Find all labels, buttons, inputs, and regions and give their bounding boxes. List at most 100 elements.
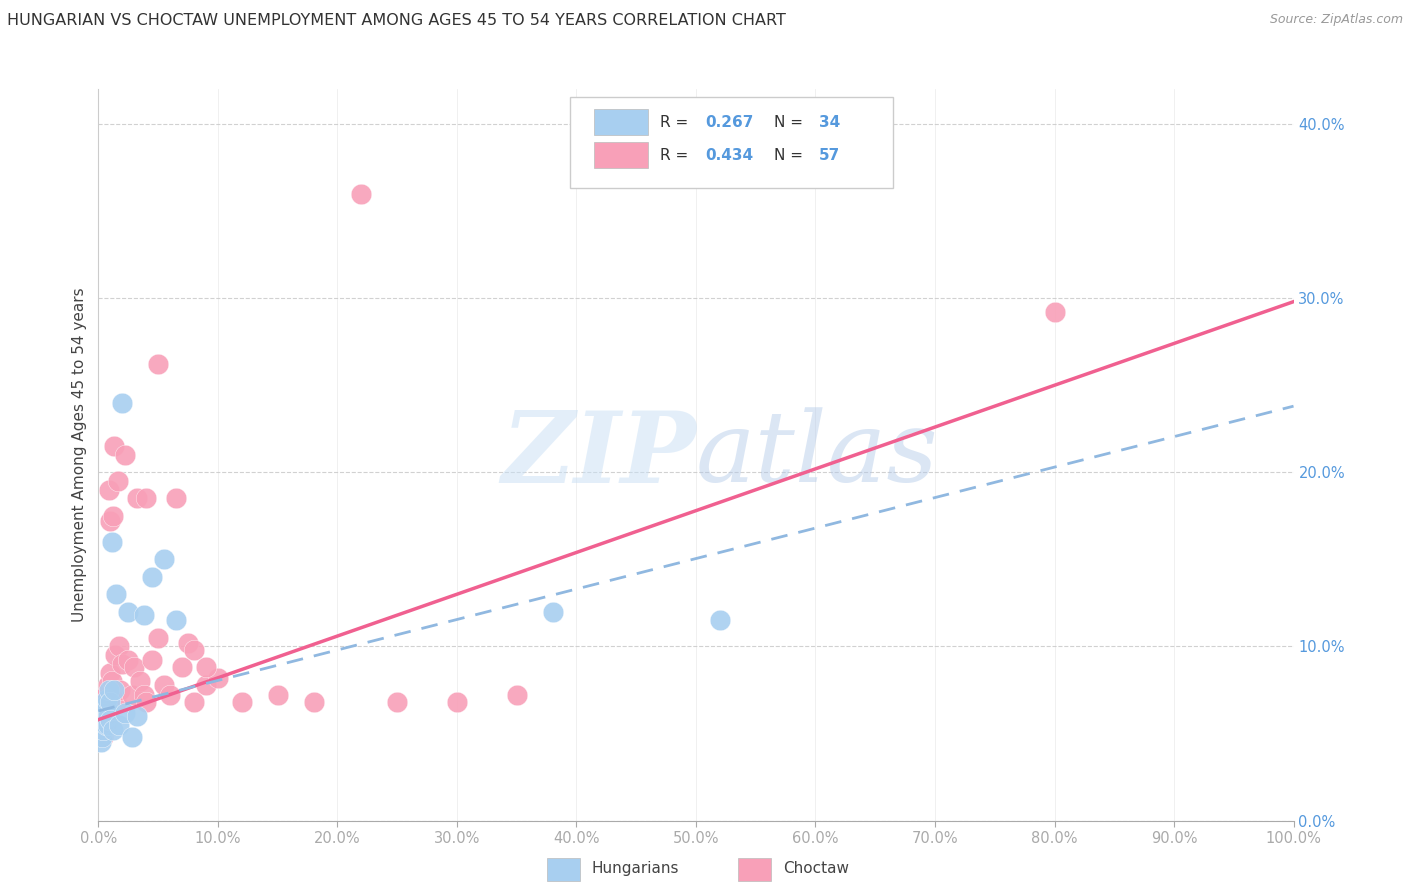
Point [183, 643, 205, 657]
Point [165, 491, 187, 506]
Point [90, 700, 112, 714]
Point [93, 716, 115, 731]
Point [177, 636, 200, 650]
Text: 34: 34 [820, 114, 841, 129]
Point [141, 653, 163, 667]
Point [91, 718, 114, 732]
Text: ZIP: ZIP [501, 407, 696, 503]
Point [96, 691, 118, 706]
Point [1043, 305, 1066, 319]
Point [121, 688, 143, 702]
Point [104, 648, 127, 663]
Text: 0.267: 0.267 [706, 114, 754, 129]
Point [153, 552, 176, 566]
Point [89, 709, 111, 723]
Point [107, 640, 129, 654]
Point [148, 357, 170, 371]
Point [97, 695, 120, 709]
Y-axis label: Unemployment Among Ages 45 to 54 years: Unemployment Among Ages 45 to 54 years [72, 287, 87, 623]
Point [117, 605, 139, 619]
Text: 57: 57 [820, 147, 841, 162]
Point [183, 695, 205, 709]
Point [101, 508, 124, 523]
FancyBboxPatch shape [595, 109, 648, 136]
Point [111, 395, 134, 409]
Point [117, 653, 139, 667]
Point [446, 695, 468, 709]
Point [98, 683, 121, 698]
Point [91, 730, 114, 744]
Text: N =: N = [773, 114, 807, 129]
Text: R =: R = [661, 114, 693, 129]
Point [385, 695, 409, 709]
Point [159, 688, 181, 702]
Point [90, 718, 112, 732]
Point [165, 613, 187, 627]
Point [132, 688, 155, 702]
Point [103, 439, 125, 453]
Point [709, 613, 731, 627]
Point [107, 474, 129, 488]
Point [101, 723, 124, 737]
Point [129, 674, 152, 689]
Point [105, 695, 128, 709]
Point [107, 718, 129, 732]
Point [125, 709, 148, 723]
Point [194, 660, 218, 674]
FancyBboxPatch shape [595, 142, 648, 169]
Text: HUNGARIAN VS CHOCTAW UNEMPLOYMENT AMONG AGES 45 TO 54 YEARS CORRELATION CHART: HUNGARIAN VS CHOCTAW UNEMPLOYMENT AMONG … [7, 13, 786, 29]
Point [97, 718, 120, 732]
Point [148, 631, 170, 645]
Point [100, 674, 122, 689]
Point [90, 735, 112, 749]
Point [98, 695, 122, 709]
Point [93, 698, 115, 713]
Point [114, 706, 136, 720]
Point [91, 691, 114, 706]
Point [91, 723, 114, 737]
Point [141, 570, 163, 584]
Point [135, 491, 157, 506]
Point [153, 678, 176, 692]
Point [194, 678, 218, 692]
Point [98, 483, 121, 497]
Point [121, 730, 143, 744]
Point [350, 186, 373, 201]
Text: Hungarians: Hungarians [592, 861, 679, 876]
Point [96, 706, 118, 720]
Point [93, 718, 115, 732]
Text: 0.434: 0.434 [706, 147, 754, 162]
Point [97, 709, 120, 723]
Point [125, 491, 148, 506]
Point [89, 726, 111, 740]
Point [231, 695, 253, 709]
FancyBboxPatch shape [547, 858, 581, 881]
Point [93, 700, 115, 714]
Point [541, 605, 564, 619]
Point [94, 713, 117, 727]
Text: N =: N = [773, 147, 807, 162]
Point [94, 709, 117, 723]
Point [132, 608, 155, 623]
Point [172, 660, 194, 674]
Point [135, 695, 157, 709]
FancyBboxPatch shape [738, 858, 772, 881]
Point [96, 718, 118, 732]
Point [105, 587, 128, 601]
Text: R =: R = [661, 147, 693, 162]
Point [506, 688, 529, 702]
Text: Source: ZipAtlas.com: Source: ZipAtlas.com [1270, 13, 1403, 27]
Point [98, 514, 122, 528]
FancyBboxPatch shape [571, 96, 893, 188]
Point [98, 713, 122, 727]
Point [91, 709, 114, 723]
Point [90, 726, 112, 740]
Point [124, 660, 146, 674]
Point [91, 730, 114, 744]
Point [91, 713, 114, 727]
Point [267, 688, 290, 702]
Text: atlas: atlas [696, 408, 939, 502]
Point [96, 700, 118, 714]
Point [98, 665, 122, 680]
Point [94, 688, 117, 702]
